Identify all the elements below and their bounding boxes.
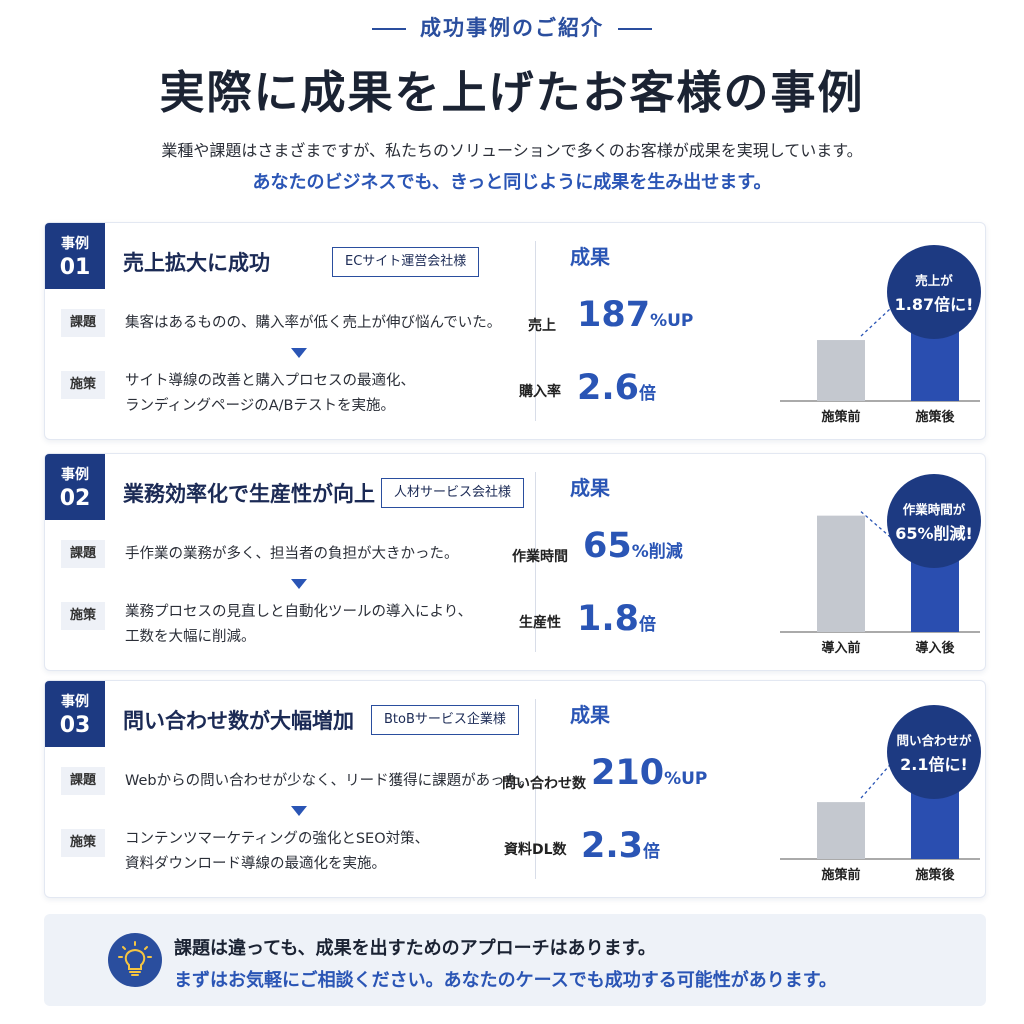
metric-1-value: 65%削減 [583,526,683,566]
chart-tick-label: 導入前 [821,640,860,656]
metric-2-label: 購入率 [519,384,561,400]
case-title: 売上拡大に成功 [123,251,270,275]
client-tag: ECサイト運営会社様 [332,247,480,277]
metric-2-unit: 倍 [643,842,661,862]
metric-1-label: 売上 [528,318,556,334]
metric-1-unit: %UP [664,769,708,789]
chart-bar-before [817,802,865,859]
issue-label: 課題 [61,540,105,568]
metric-2-label: 生産性 [519,615,561,631]
case-badge: 事例 03 [45,681,105,747]
divider [535,472,536,652]
metric-2-label: 資料DL数 [504,842,567,858]
divider [535,699,536,879]
case-number: 01 [59,255,91,280]
callout-badge: 売上が 1.87倍に! [887,245,981,339]
result-heading: 成果 [570,476,610,500]
metric-2-unit: 倍 [639,384,657,404]
chart-tick-label: 施策前 [821,867,860,883]
metric-2-value: 2.3倍 [581,826,660,866]
page-title: 実際に成果を上げたお客様の事例 [159,66,865,119]
footer-callout: 課題は違っても、成果を出すためのアプローチはあります。 まずはお気軽にご相談くだ… [44,914,986,1006]
intro-highlight: あなたのビジネスでも、きっと同じように成果を生み出せます。 [252,172,772,193]
callout-line-2: 1.87倍に! [894,294,974,314]
action-text: サイト導線の改善と購入プロセスの最適化、 ランディングページのA/Bテストを実施… [125,369,415,419]
metric-2-number: 2.6 [577,368,640,408]
metric-2-number: 1.8 [577,599,640,639]
metric-1-unit: %UP [650,311,694,331]
case-badge: 事例 01 [45,223,105,289]
chart-tick-label: 導入後 [915,640,955,656]
metric-1-label: 作業時間 [512,549,568,565]
arrow-down-icon [291,806,307,816]
case-badge: 事例 02 [45,454,105,520]
case-badge-label: 事例 [61,694,89,710]
action-text-line: サイト導線の改善と購入プロセスの最適化、 [125,373,415,389]
case-number: 02 [59,486,91,511]
case-number: 03 [59,713,91,738]
section-kicker: 成功事例のご紹介 [0,12,1024,42]
result-heading: 成果 [570,245,610,269]
kicker-text: 成功事例のご紹介 [420,16,604,40]
action-label: 施策 [61,602,105,630]
result-chart: 導入前 導入後 [780,511,980,656]
action-label: 施策 [61,829,105,857]
case-badge-label: 事例 [61,467,89,483]
metric-2-value: 1.8倍 [577,599,656,639]
footer-cta: まずはお気軽にご相談ください。あなたのケースでも成功する可能性があります。 [174,970,837,991]
action-text-line: 工数を大幅に削減。 [125,629,256,645]
callout-line-1: 問い合わせが [896,732,972,748]
metric-1-value: 187%UP [577,295,693,335]
action-label: 施策 [61,371,105,399]
callout-line-2: 65%削減! [895,523,973,543]
case-title: 業務効率化で生産性が向上 [123,482,375,506]
metric-2-unit: 倍 [639,615,657,635]
chart-bar-before [817,340,865,401]
callout-line-2: 2.1倍に! [900,754,968,774]
arrow-down-icon [291,348,307,358]
metric-1-number: 187 [577,295,651,335]
metric-2-value: 2.6倍 [577,368,656,408]
action-text: 業務プロセスの見直しと自動化ツールの導入により、 工数を大幅に削減。 [125,600,472,650]
chart-tick-label: 施策後 [915,867,955,883]
intro-text: 業種や課題はさまざまですが、私たちのソリューションで多くのお客様が成果を実現して… [161,141,863,160]
arrow-down-icon [291,579,307,589]
chart-tick-label: 施策前 [821,409,860,425]
kicker-dash-right [618,28,652,30]
case-card-1: 事例 01 売上拡大に成功 ECサイト運営会社様 課題 集客はあるものの、購入率… [44,222,986,440]
issue-text: Webからの問い合わせが少なく、リード獲得に課題があった。 [125,773,534,789]
case-card-2: 事例 02 業務効率化で生産性が向上 人材サービス会社様 課題 手作業の業務が多… [44,453,986,671]
kicker-dash-left [372,28,406,30]
callout-line-1: 売上が [915,272,953,288]
action-text-line: ランディングページのA/Bテストを実施。 [125,398,395,414]
client-tag: BtoBサービス企業様 [371,705,519,735]
case-title: 問い合わせ数が大幅増加 [123,709,354,733]
chart-tick-label: 施策後 [915,409,955,425]
callout-badge: 問い合わせが 2.1倍に! [887,705,981,799]
divider [535,241,536,421]
action-text: コンテンツマーケティングの強化とSEO対策、 資料ダウンロード導線の最適化を実施… [125,827,429,877]
lightbulb-icon [108,933,162,987]
metric-1-value: 210%UP [591,753,707,793]
issue-label: 課題 [61,767,105,795]
case-badge-label: 事例 [61,236,89,252]
action-text-line: コンテンツマーケティングの強化とSEO対策、 [125,831,430,847]
action-text-line: 資料ダウンロード導線の最適化を実施。 [125,856,386,872]
result-heading: 成果 [570,703,610,727]
footer-message: 課題は違っても、成果を出すためのアプローチはあります。 [174,938,656,959]
metric-1-unit: %削減 [631,542,683,562]
metric-1-label: 問い合わせ数 [502,776,586,792]
metric-1-number: 210 [591,753,665,793]
metric-1-number: 65 [583,526,632,566]
callout-badge: 作業時間が 65%削減! [887,474,981,568]
action-text-line: 業務プロセスの見直しと自動化ツールの導入により、 [125,604,473,620]
issue-label: 課題 [61,309,105,337]
case-card-3: 事例 03 問い合わせ数が大幅増加 BtoBサービス企業様 課題 Webからの問… [44,680,986,898]
metric-2-number: 2.3 [581,826,644,866]
issue-text: 手作業の業務が多く、担当者の負担が大きかった。 [125,546,459,562]
client-tag: 人材サービス会社様 [381,478,525,508]
chart-bar-before [817,515,865,632]
callout-line-1: 作業時間が [902,501,966,517]
issue-text: 集客はあるものの、購入率が低く売上が伸び悩んでいた。 [125,315,502,331]
